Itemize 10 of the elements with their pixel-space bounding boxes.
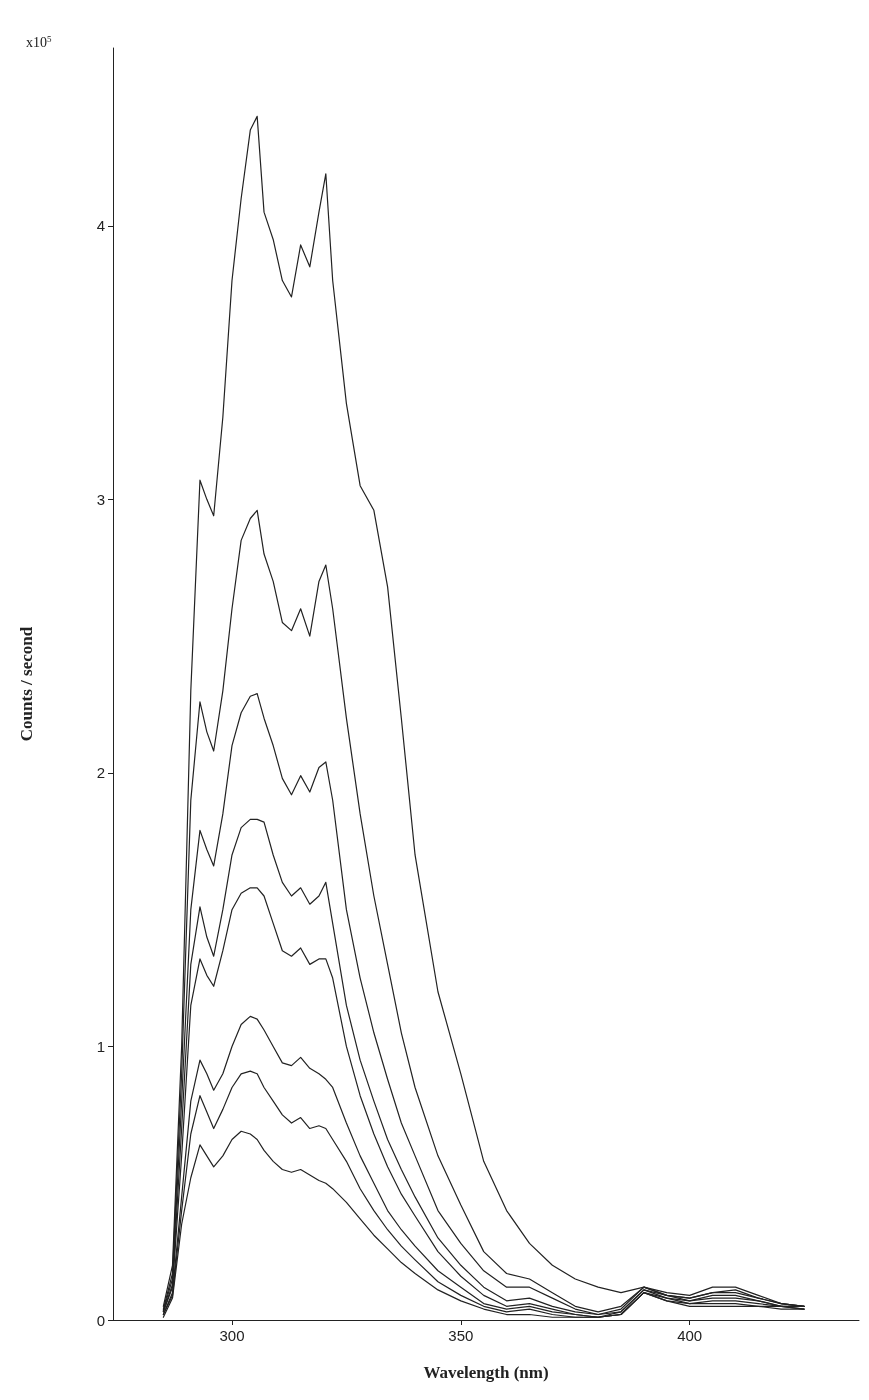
y-tick-label: 0: [96, 1311, 105, 1329]
y-tick-label: 1: [96, 1037, 105, 1055]
y-tick-label: 3: [96, 490, 105, 508]
x-tick-label: 300: [219, 1327, 245, 1344]
x-tick-label: 400: [677, 1327, 703, 1344]
x-axis-title: Wavelength (nm): [423, 1363, 549, 1382]
y-tick-label: 2: [96, 764, 105, 782]
y-tick-label: 4: [96, 217, 105, 235]
x-tick-label: 350: [448, 1327, 474, 1344]
y-axis-title: Counts / second: [17, 626, 36, 742]
